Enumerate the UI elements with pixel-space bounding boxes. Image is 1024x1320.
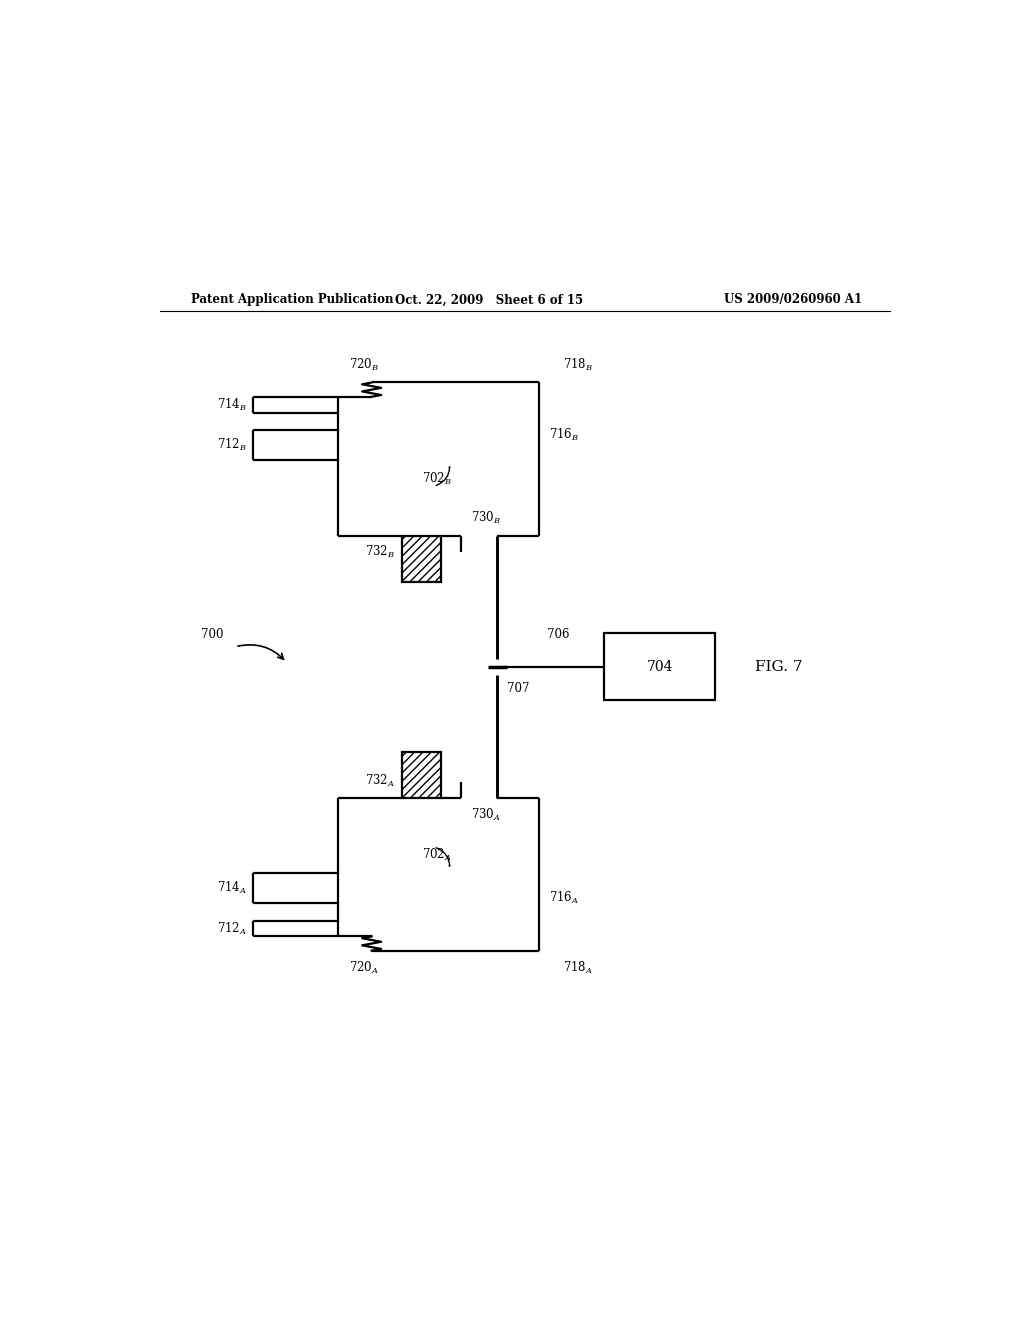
Bar (401, 751, 441, 797)
Text: 704: 704 (646, 660, 673, 673)
Text: Oct. 22, 2009   Sheet 6 of 15: Oct. 22, 2009 Sheet 6 of 15 (395, 293, 583, 306)
Text: 720$_B$: 720$_B$ (348, 356, 379, 374)
Text: 702$_A$: 702$_A$ (422, 846, 452, 863)
Text: 718$_A$: 718$_A$ (563, 960, 593, 977)
Text: 732$_B$: 732$_B$ (366, 544, 395, 561)
FancyArrowPatch shape (436, 847, 450, 866)
Text: 716$_A$: 716$_A$ (549, 890, 579, 906)
FancyArrowPatch shape (436, 467, 450, 486)
Text: FIG. 7: FIG. 7 (755, 660, 803, 673)
Text: 716$_B$: 716$_B$ (549, 428, 579, 444)
Text: Patent Application Publication: Patent Application Publication (191, 293, 394, 306)
Text: 712$_A$: 712$_A$ (217, 920, 247, 936)
Bar (401, 536, 441, 582)
Text: 707: 707 (507, 682, 529, 696)
Text: 730$_B$: 730$_B$ (471, 510, 501, 527)
Text: 702$_B$: 702$_B$ (422, 470, 452, 487)
Text: US 2009/0260960 A1: US 2009/0260960 A1 (724, 293, 862, 306)
Text: 712$_B$: 712$_B$ (217, 437, 247, 453)
Text: 718$_B$: 718$_B$ (563, 356, 593, 374)
Text: 714$_B$: 714$_B$ (217, 397, 247, 413)
Text: 730$_A$: 730$_A$ (471, 807, 501, 824)
Text: 700: 700 (201, 628, 223, 642)
Text: 732$_A$: 732$_A$ (366, 772, 395, 789)
Text: 720$_A$: 720$_A$ (348, 960, 379, 977)
Text: 714$_A$: 714$_A$ (217, 880, 247, 896)
Text: 706: 706 (547, 628, 569, 642)
Bar (604, 634, 715, 700)
